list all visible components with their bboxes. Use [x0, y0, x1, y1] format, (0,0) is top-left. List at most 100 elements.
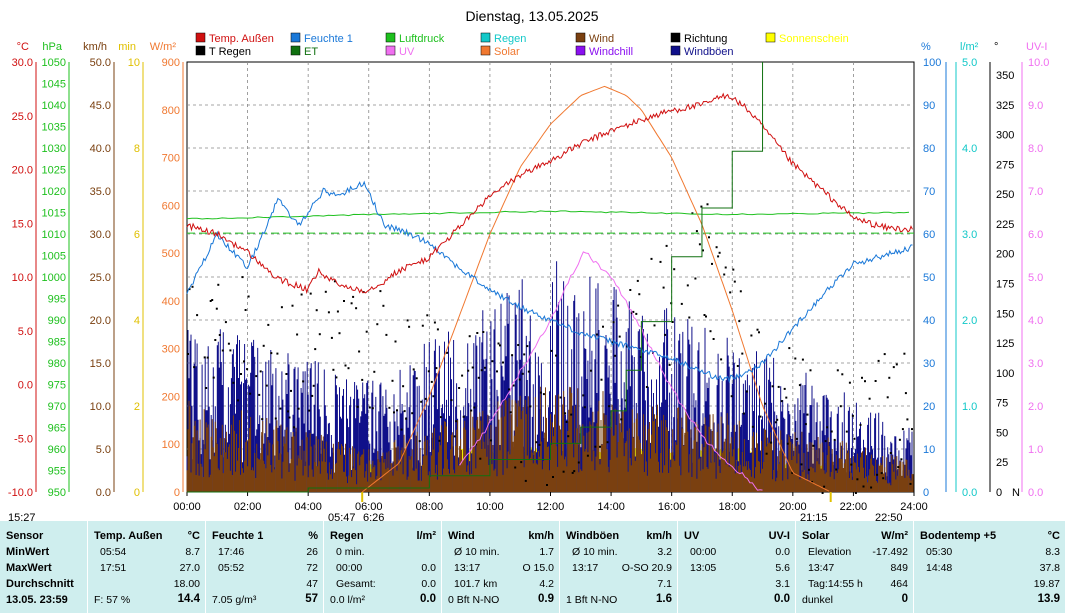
left-axis-tick: 5.0 — [96, 444, 111, 456]
direction-dot — [691, 212, 694, 215]
sun-mark-left: 15:27 — [8, 512, 36, 521]
left-axis-tick: 2 — [134, 401, 140, 413]
table-column: UV UV-I 00:00 0.0 13:05 5.6 3.1 0.0 — [677, 521, 796, 613]
direction-dot — [798, 384, 801, 387]
right-axis-tick: 225 — [996, 219, 1014, 231]
direction-dot — [424, 397, 427, 400]
direction-dot — [824, 440, 827, 443]
direction-dot — [742, 412, 745, 415]
direction-dot — [403, 410, 406, 413]
direction-dot — [845, 430, 848, 433]
right-axis-tick: 30 — [923, 358, 935, 370]
direction-dot — [589, 369, 592, 372]
right-axis-tick: 150 — [996, 308, 1014, 320]
sunrise2-label: 6:26 — [363, 512, 384, 521]
table-footer-left: 13.05. 23:59 — [6, 594, 68, 606]
direction-dot — [432, 395, 435, 398]
left-axis-tick: -10.0 — [8, 487, 33, 499]
table-column: Feuchte 1% 17:46 26 05:52 72 47 7.05 g/m³ 57 — [205, 521, 324, 613]
left-axis-tick: 960 — [48, 444, 66, 456]
direction-dot — [430, 380, 433, 383]
direction-dot — [508, 388, 511, 391]
right-axis-tick: 40 — [923, 315, 935, 327]
direction-dot — [203, 356, 206, 359]
row-label: MaxWert — [6, 562, 52, 574]
left-axis-tick: 950 — [48, 487, 66, 499]
right-axis-tick: 250 — [996, 189, 1014, 201]
legend-label: Sonnenschein — [779, 33, 849, 45]
left-axis-tick: 6 — [134, 229, 140, 241]
left-axis-tick: 400 — [162, 296, 180, 308]
table-column: Regen l/m² 0 min. 00:00 0.0 Gesamt: 0.0 0.0 l/m… — [323, 521, 442, 613]
direction-dot — [712, 338, 715, 340]
cell-value: 26 — [306, 546, 318, 558]
left-axis-tick: 1005 — [42, 251, 66, 263]
left-axis-tick: 0 — [134, 487, 140, 499]
table-column: Wind km/h Ø 10 min. 1.7 13:17 O 15.0 101.7 km 4… — [441, 521, 560, 613]
direction-dot — [904, 392, 907, 395]
direction-dot — [759, 415, 762, 418]
direction-dot — [758, 331, 760, 334]
right-axis-unit: % — [921, 41, 931, 53]
direction-dot — [311, 394, 314, 397]
direction-dot — [511, 354, 514, 357]
legend-swatch — [575, 45, 586, 56]
legend-label: UV — [399, 46, 415, 58]
direction-dot — [274, 417, 277, 420]
cell-value: 1.7 — [539, 546, 554, 558]
left-axis-tick: 35.0 — [90, 186, 111, 198]
direction-dot — [732, 268, 735, 271]
left-axis-tick: 10.0 — [90, 401, 111, 413]
direction-dot — [446, 351, 448, 354]
right-axis-unit: ° — [994, 41, 998, 53]
direction-dot — [911, 428, 913, 431]
direction-dot — [336, 310, 339, 313]
direction-dot — [476, 332, 479, 334]
table-footer-value: 0.9 — [538, 593, 554, 605]
direction-dot — [187, 353, 189, 355]
right-axis-tick: 1.0 — [962, 401, 977, 413]
direction-dot — [900, 458, 903, 461]
direction-dot — [512, 384, 515, 387]
x-tick-label: 18:00 — [718, 501, 746, 513]
direction-dot — [520, 461, 523, 464]
left-axis-tick: 20.0 — [90, 315, 111, 327]
legend-label: Windchill — [589, 46, 633, 58]
direction-dot — [794, 357, 797, 360]
right-axis-tick: 0 — [923, 487, 929, 499]
left-axis-unit: hPa — [42, 41, 62, 53]
direction-dot — [542, 393, 545, 396]
direction-dot — [785, 396, 788, 399]
legend-swatch — [195, 32, 206, 43]
series-feuchte — [186, 180, 913, 384]
direction-dot — [499, 344, 501, 347]
left-axis-tick: 8 — [134, 143, 140, 155]
direction-dot — [291, 304, 294, 307]
direction-dot — [650, 257, 653, 260]
table-column: Bodentemp +5 °C 05:30 8.3 14:48 37.8 19.87 13.9 — [913, 521, 1065, 613]
direction-dot — [324, 290, 327, 293]
direction-dot — [343, 300, 345, 302]
direction-dot — [261, 418, 264, 421]
direction-dot — [821, 492, 824, 494]
direction-dot — [880, 472, 883, 475]
left-axis-unit: min — [118, 41, 136, 53]
direction-dot — [483, 366, 486, 369]
direction-dot — [385, 333, 388, 336]
legend-label: T Regen — [209, 46, 251, 58]
cell-value: 3.2 — [657, 546, 672, 558]
direction-dot — [565, 421, 568, 423]
direction-dot — [517, 344, 520, 346]
right-axis-tick: 175 — [996, 279, 1014, 291]
table-footer-value: 57 — [305, 593, 318, 605]
direction-dot — [396, 409, 398, 412]
direction-dot — [246, 368, 249, 371]
direction-dot — [470, 409, 473, 412]
direction-dot — [270, 352, 273, 355]
direction-dot — [415, 377, 418, 380]
direction-dot — [288, 416, 291, 419]
x-tick-label: 20:00 — [779, 501, 807, 513]
left-axis-tick: 25.0 — [90, 272, 111, 284]
direction-dot — [801, 358, 804, 361]
cell-value: 19.87 — [1033, 578, 1060, 590]
